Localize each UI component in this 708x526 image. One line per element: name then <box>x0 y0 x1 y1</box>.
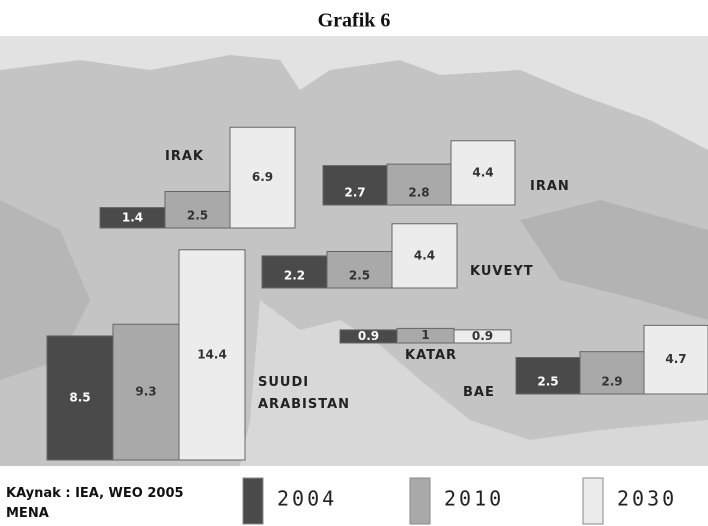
legend-swatch <box>582 477 604 525</box>
bar <box>112 323 180 461</box>
value-label: 2.5 <box>349 269 370 283</box>
legend-label: 2004 <box>277 487 337 511</box>
legend-label: 2010 <box>444 487 504 511</box>
value-label: 4.7 <box>665 352 686 366</box>
chart-title: Grafik 6 <box>318 10 391 32</box>
bar <box>229 126 296 229</box>
map-land <box>520 200 708 320</box>
bar <box>326 251 393 289</box>
value-label: 2.2 <box>284 269 305 283</box>
value-label: 2.9 <box>601 375 622 389</box>
value-label: 1 <box>421 328 429 342</box>
country-label: KUVEYT <box>470 264 534 279</box>
bar <box>322 165 388 206</box>
value-label: 8.5 <box>69 390 90 404</box>
bar <box>453 329 512 344</box>
value-label: 2.8 <box>408 186 429 200</box>
bar <box>579 351 645 395</box>
value-label: 9.3 <box>135 385 156 399</box>
legend-label: 2030 <box>617 487 677 511</box>
legend-swatch <box>409 477 431 525</box>
value-label: 2.5 <box>537 375 558 389</box>
map-sea <box>0 36 708 150</box>
value-label: 2.5 <box>187 209 208 223</box>
value-label: 0.9 <box>472 329 493 343</box>
value-label: 14.4 <box>197 347 227 361</box>
bar <box>178 249 246 461</box>
source: KAynak : IEA, WEO 2005 MENA <box>6 486 184 521</box>
bar <box>515 357 581 395</box>
value-label: 1.4 <box>122 210 143 224</box>
value-label: 4.4 <box>414 248 435 262</box>
country-label: IRAN <box>530 179 570 194</box>
bar <box>386 163 452 206</box>
country-label: KATAR <box>405 348 458 363</box>
value-label: 4.4 <box>472 165 493 179</box>
bar <box>261 255 328 289</box>
country-label: BAE <box>463 385 495 400</box>
value-label: 2.7 <box>344 186 365 200</box>
bar <box>46 335 114 461</box>
value-label: 0.9 <box>358 329 379 343</box>
country-label: IRAK <box>165 149 204 164</box>
country-label: SUUDI ARABISTAN <box>258 375 351 412</box>
legend-swatch <box>242 477 264 525</box>
map-land <box>0 200 90 380</box>
value-label: 6.9 <box>252 170 273 184</box>
bar <box>450 140 516 206</box>
bar <box>643 324 708 395</box>
bar <box>391 223 458 289</box>
